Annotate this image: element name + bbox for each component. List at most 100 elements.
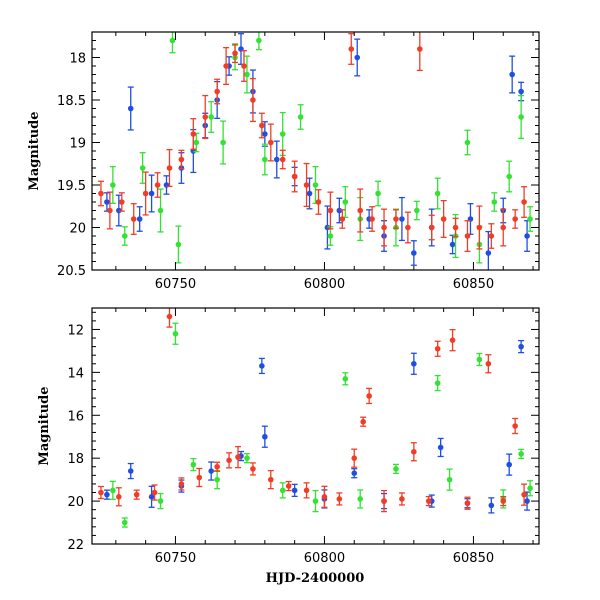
- bottom-ytick-label: 14: [67, 366, 84, 381]
- top-data-point: [268, 139, 274, 146]
- bottom-data-point: [110, 487, 116, 494]
- top-data-point: [417, 46, 423, 52]
- top-data-point: [139, 165, 146, 171]
- top-ytick-label: 19: [69, 137, 86, 152]
- top-data-point: [527, 216, 533, 222]
- bottom-data-point: [127, 468, 134, 474]
- bottom-data-point: [381, 498, 387, 504]
- top-data-point: [166, 165, 173, 171]
- top-data-point: [518, 88, 524, 95]
- bottom-data-point: [476, 356, 483, 363]
- bottom-data-point: [291, 487, 298, 494]
- top-data-point: [521, 199, 527, 205]
- top-data-point: [440, 216, 447, 222]
- bottom-panel: 60750 60800 60850 12 14 16 18 20 22 Magnitude HJ…: [37, 307, 540, 586]
- top-data-point: [464, 233, 471, 239]
- top-data-point: [303, 182, 310, 188]
- bottom-data-point: [166, 313, 173, 320]
- top-ylabel: Magnitude: [27, 111, 42, 190]
- bottom-data-point: [464, 500, 471, 507]
- top-data-point: [202, 114, 209, 120]
- top-data-point: [190, 131, 197, 137]
- bottom-data-point: [321, 494, 328, 500]
- top-data-point: [178, 156, 185, 163]
- bottom-data-point: [279, 487, 286, 494]
- bottom-data-point: [312, 498, 319, 504]
- top-data-point: [279, 131, 286, 137]
- top-data-point: [327, 233, 334, 239]
- top-data-point: [348, 46, 355, 52]
- top-data-point: [142, 190, 149, 197]
- top-data-point: [250, 97, 256, 103]
- bottom-data-point: [393, 466, 399, 472]
- bottom-xtick-label: 60850: [453, 551, 494, 566]
- top-panel: 60750 60800 60850 18 18.5 19 19.5 20 20.5 Magnit…: [27, 31, 540, 292]
- top-data-point: [524, 233, 530, 239]
- bottom-data-point: [512, 423, 518, 429]
- bottom-data-point: [262, 433, 268, 440]
- top-data-point: [485, 250, 492, 256]
- bottom-data-point: [208, 468, 214, 474]
- top-data-point: [262, 156, 268, 163]
- bottom-data-point: [121, 519, 128, 526]
- top-ytick-label: 20.5: [57, 264, 86, 279]
- bottom-data-point: [521, 491, 527, 498]
- bottom-data-point: [411, 360, 417, 367]
- top-data-point: [262, 131, 268, 137]
- bottom-data-point: [500, 498, 507, 504]
- top-ytick-label: 18.5: [57, 94, 86, 109]
- top-data-point: [476, 224, 483, 231]
- bottom-data-point: [285, 483, 292, 489]
- top-data-point: [381, 224, 387, 231]
- top-data-point: [488, 233, 495, 239]
- bottom-data-point: [214, 463, 220, 470]
- top-ytick-label: 19.5: [57, 179, 86, 194]
- top-data-point: [110, 182, 116, 188]
- top-data-point: [428, 224, 435, 231]
- top-data-point: [121, 233, 128, 239]
- bottom-ytick-label: 22: [67, 538, 84, 553]
- top-data-point: [518, 114, 524, 120]
- bottom-data-point: [351, 455, 358, 461]
- top-data-point: [357, 207, 364, 214]
- top-data-point: [509, 71, 515, 78]
- top-data-point: [104, 199, 110, 205]
- bottom-xtick-label: 60750: [155, 551, 196, 566]
- top-data-point: [208, 114, 214, 120]
- top-data-point: [512, 216, 518, 222]
- bottom-data-point: [518, 343, 524, 350]
- bottom-data-point: [434, 345, 441, 352]
- top-data-point: [259, 122, 265, 129]
- top-ytick-label: 20: [69, 222, 86, 237]
- top-data-point: [297, 114, 304, 120]
- top-data-point: [98, 190, 104, 197]
- top-data-point: [223, 63, 229, 69]
- bottom-plot-frame: [91, 307, 540, 545]
- bottom-ytick-label: 18: [67, 452, 84, 467]
- top-ytick-label: 18: [69, 52, 86, 67]
- top-data-point: [116, 207, 122, 214]
- bottom-data-point: [196, 474, 203, 481]
- top-data-point: [354, 54, 361, 61]
- top-data-point: [157, 207, 164, 214]
- bottom-data-point: [506, 461, 512, 468]
- top-data-point: [339, 216, 346, 222]
- top-data-point: [500, 224, 507, 231]
- bottom-data-point: [425, 498, 432, 504]
- top-data-point: [154, 182, 161, 188]
- bottom-data-point: [518, 451, 524, 457]
- top-data-point: [306, 190, 313, 197]
- top-data-point: [434, 190, 441, 197]
- bottom-data-point: [116, 494, 122, 500]
- top-data-point: [279, 156, 286, 163]
- bottom-data-point: [411, 448, 417, 455]
- bottom-ytick-label: 16: [67, 409, 84, 424]
- bottom-xlabel: HJD-2400000: [266, 571, 365, 586]
- top-data-point: [256, 37, 262, 44]
- bottom-data-point: [226, 457, 232, 464]
- top-xtick-label: 60750: [155, 277, 196, 292]
- bottom-data-point: [190, 461, 197, 468]
- bottom-data-point: [104, 491, 110, 498]
- bottom-data-point: [172, 330, 179, 337]
- top-data-point: [136, 216, 143, 222]
